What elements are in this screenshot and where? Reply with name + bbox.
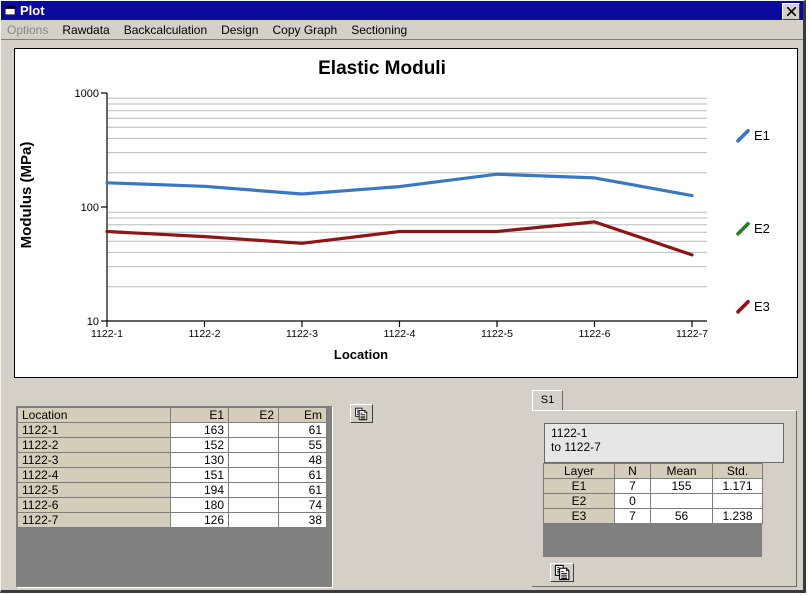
svg-text:Location: Location	[334, 347, 388, 362]
svg-text:1122-6: 1122-6	[579, 328, 611, 340]
svg-text:1122-4: 1122-4	[384, 328, 416, 340]
svg-text:1122-2: 1122-2	[189, 328, 221, 340]
svg-text:1122-5: 1122-5	[481, 328, 513, 340]
svg-text:100: 100	[81, 202, 99, 214]
svg-text:E2: E2	[754, 221, 770, 236]
svg-text:1122-7: 1122-7	[676, 328, 708, 340]
svg-text:E1: E1	[754, 128, 770, 143]
svg-text:E3: E3	[754, 299, 770, 314]
svg-text:Modulus (MPa): Modulus (MPa)	[18, 142, 35, 249]
svg-text:1122-1: 1122-1	[91, 328, 123, 340]
svg-text:10: 10	[87, 316, 99, 328]
svg-text:1122-3: 1122-3	[286, 328, 318, 340]
svg-text:Elastic Moduli: Elastic Moduli	[318, 58, 446, 79]
svg-text:1000: 1000	[75, 88, 99, 100]
